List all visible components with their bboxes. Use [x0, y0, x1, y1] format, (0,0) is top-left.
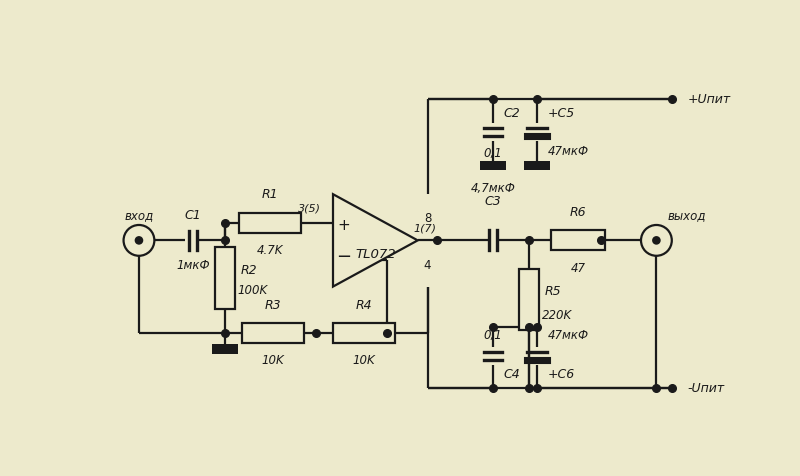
Text: 1мкФ: 1мкФ: [176, 258, 210, 271]
Text: −: −: [336, 248, 351, 266]
Polygon shape: [333, 194, 418, 287]
Text: 2(6): 2(6): [354, 244, 378, 254]
Text: R1: R1: [262, 188, 278, 201]
Text: C4: C4: [504, 368, 521, 381]
Text: 220K: 220K: [542, 308, 572, 322]
Text: +Uпит: +Uпит: [687, 93, 730, 106]
Text: 10K: 10K: [353, 354, 375, 367]
Text: 10K: 10K: [262, 354, 284, 367]
Text: TL072: TL072: [355, 248, 396, 261]
Text: R3: R3: [265, 298, 282, 312]
Text: +: +: [338, 218, 350, 233]
Text: R5: R5: [545, 286, 562, 298]
Text: R6: R6: [570, 206, 586, 219]
Text: 100K: 100K: [238, 284, 268, 297]
Bar: [215, 247, 235, 308]
Text: C3: C3: [485, 195, 502, 208]
Bar: [524, 161, 550, 170]
Bar: [519, 269, 539, 330]
Text: 4: 4: [424, 258, 431, 271]
Bar: [333, 323, 394, 343]
Text: R2: R2: [241, 264, 258, 277]
Text: 47: 47: [570, 262, 586, 275]
Circle shape: [641, 225, 672, 256]
Text: +C5: +C5: [548, 107, 575, 120]
Bar: [551, 230, 605, 250]
Bar: [212, 344, 238, 354]
Text: 4.7K: 4.7K: [257, 244, 283, 257]
Text: 4,7мкФ: 4,7мкФ: [470, 181, 515, 195]
Text: R4: R4: [355, 298, 372, 312]
Text: 0,1: 0,1: [484, 329, 502, 342]
Bar: [480, 161, 506, 170]
Text: -Uпит: -Uпит: [687, 382, 724, 395]
Text: выход: выход: [668, 209, 706, 222]
Text: 47мкФ: 47мкФ: [548, 329, 589, 342]
Bar: [239, 213, 301, 233]
Circle shape: [652, 236, 661, 245]
Text: 3(5): 3(5): [298, 204, 322, 214]
Circle shape: [134, 236, 143, 245]
Text: C2: C2: [504, 107, 521, 120]
Text: 47мкФ: 47мкФ: [548, 145, 589, 159]
Bar: [242, 323, 304, 343]
Text: 0,1: 0,1: [484, 147, 502, 160]
Text: 1(7): 1(7): [414, 223, 437, 233]
Text: C1: C1: [185, 209, 202, 222]
Text: +C6: +C6: [548, 368, 575, 381]
Text: вход: вход: [124, 209, 154, 222]
Circle shape: [123, 225, 154, 256]
Text: 8: 8: [424, 212, 431, 225]
